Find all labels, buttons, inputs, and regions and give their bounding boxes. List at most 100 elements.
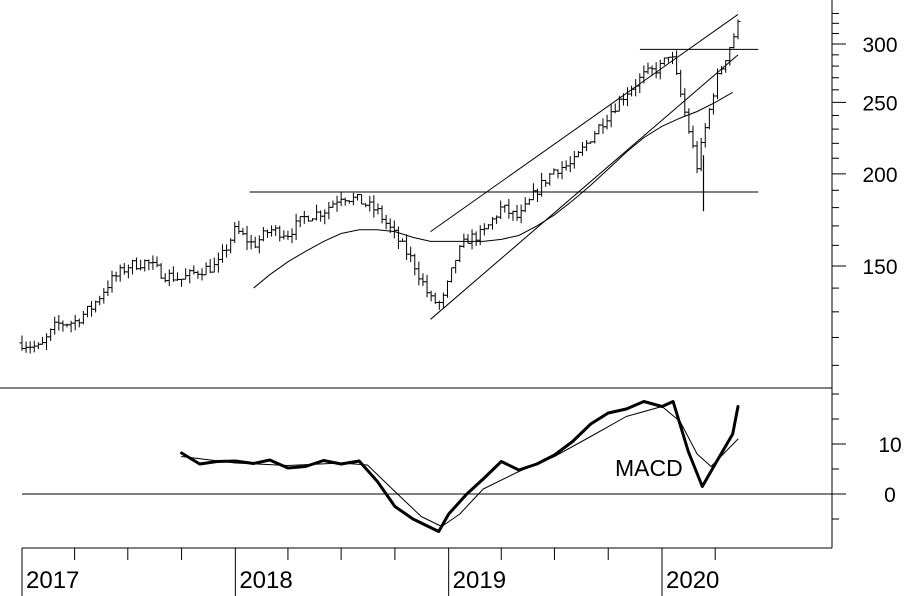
ohlc-bar	[35, 342, 41, 350]
ohlc-bar	[146, 259, 152, 271]
ohlc-bar	[117, 264, 123, 282]
ohlc-bar	[690, 125, 696, 149]
ohlc-bar	[322, 209, 328, 225]
ohlc-bar	[453, 259, 459, 274]
ohlc-bar	[113, 271, 119, 282]
price-y-tick-label: 150	[862, 256, 897, 279]
ohlc-bar	[637, 73, 643, 94]
year-label: 2020	[666, 567, 719, 594]
ohlc-bar	[48, 328, 54, 342]
ohlc-bar	[269, 225, 275, 237]
ohlc-bar	[625, 87, 631, 107]
ohlc-bar	[277, 225, 283, 242]
macd-signal-line	[181, 406, 739, 527]
ohlc-bar	[191, 265, 197, 275]
ohlc-bar	[195, 270, 201, 279]
ohlc-bar	[600, 118, 606, 134]
ohlc-bar	[510, 210, 516, 221]
ohlc-bar	[424, 274, 430, 298]
ohlc-bar	[273, 225, 279, 236]
ohlc-bar	[678, 69, 684, 98]
ohlc-bar	[612, 103, 618, 114]
macd-panel: MACD	[22, 400, 832, 533]
ohlc-bar	[408, 246, 414, 263]
ohlc-bar	[236, 220, 242, 235]
ohlc-bar	[539, 172, 545, 197]
price-panel	[19, 14, 759, 354]
ohlc-bar	[158, 263, 164, 279]
ohlc-bar	[154, 256, 160, 268]
ohlc-bar	[52, 316, 58, 335]
ohlc-bar	[121, 263, 127, 275]
ohlc-bar	[252, 236, 258, 249]
ohlc-bar	[686, 108, 692, 134]
ohlc-bar	[592, 130, 598, 144]
ohlc-bar	[674, 50, 680, 76]
year-label: 2017	[26, 567, 79, 594]
ohlc-bar	[473, 231, 479, 247]
ohlc-bar	[350, 192, 356, 206]
ohlc-bar	[469, 229, 475, 250]
ohlc-bar	[596, 124, 602, 135]
ohlc-bar	[404, 234, 410, 260]
ohlc-bar	[138, 259, 144, 271]
ohlc-bar	[449, 267, 455, 283]
ohlc-bar	[232, 222, 238, 244]
ohlc-bar	[571, 151, 577, 169]
ohlc-bar	[84, 305, 90, 318]
ohlc-bar	[522, 197, 528, 213]
ohlc-bar	[715, 68, 721, 100]
ohlc-bar	[281, 230, 287, 240]
ohlc-bar	[379, 205, 385, 224]
ohlc-bar	[444, 280, 450, 298]
ohlc-bar	[641, 65, 647, 84]
ohlc-bar	[477, 225, 483, 245]
ohlc-bar	[97, 295, 103, 306]
ohlc-bar	[244, 225, 250, 250]
moving-average-line	[253, 91, 733, 289]
ohlc-bar	[68, 320, 74, 333]
macd-y-tick-label: 0	[884, 484, 896, 507]
ohlc-bar	[731, 33, 737, 49]
ohlc-bar	[555, 169, 561, 179]
ohlc-bar	[203, 262, 209, 276]
ohlc-bar	[391, 220, 397, 239]
ohlc-bar	[416, 261, 422, 286]
ohlc-bar	[264, 229, 270, 238]
ohlc-bar	[219, 244, 225, 263]
ohlc-bar	[215, 252, 221, 273]
ohlc-bar	[514, 204, 520, 221]
ohlc-bar	[142, 259, 148, 272]
ohlc-bar	[395, 226, 401, 250]
ohlc-bar	[134, 257, 140, 270]
ohlc-bar	[412, 253, 418, 276]
ohlc-bar	[551, 168, 557, 175]
ohlc-bar	[183, 268, 189, 280]
macd-line	[180, 400, 740, 533]
ohlc-bar	[702, 123, 708, 148]
ohlc-bar	[297, 216, 303, 228]
ohlc-bar	[334, 195, 340, 212]
ohlc-bar	[301, 210, 307, 224]
ohlc-bar	[187, 269, 193, 284]
ohlc-bar	[44, 333, 50, 351]
ohlc-bar	[179, 278, 185, 287]
ohlc-bar	[580, 142, 586, 156]
ohlc-bar	[502, 204, 508, 213]
year-label: 2018	[239, 567, 292, 594]
ohlc-bar	[371, 195, 377, 218]
ohlc-bar	[608, 104, 614, 128]
ohlc-bar	[383, 214, 389, 230]
ohlc-bars	[19, 19, 741, 354]
ohlc-bar	[224, 244, 230, 258]
ohlc-bar	[60, 320, 66, 332]
ohlc-bar	[559, 161, 565, 180]
price-y-tick-label: 300	[862, 34, 897, 57]
price-y-tick-label: 250	[862, 92, 897, 115]
macd-label: MACD	[615, 455, 683, 481]
ohlc-bar	[616, 95, 622, 112]
ohlc-bar	[72, 314, 78, 331]
ohlc-bar	[457, 244, 463, 263]
ohlc-bar	[125, 264, 131, 279]
